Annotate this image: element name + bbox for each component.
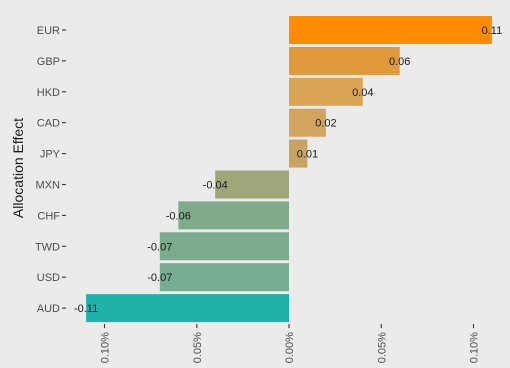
x-tick-label-4: 0.10% <box>469 332 481 363</box>
x-tick-label-3: 0.05% <box>376 332 388 363</box>
data-label-eur: 0.11 <box>482 25 503 37</box>
data-label-usd: -0.07 <box>147 272 172 284</box>
bar-cad <box>289 108 326 137</box>
x-tick-label-2: 0.00% <box>284 332 296 363</box>
data-label-cad: 0.02 <box>315 118 336 130</box>
y-tick-label-cad: CAD <box>37 118 60 130</box>
bar-aud <box>86 294 289 323</box>
y-tick-label-twd: TWD <box>35 241 60 253</box>
bar-eur <box>289 16 492 44</box>
y-axis-title: Allocation Effect <box>10 118 26 218</box>
bar-gbp <box>289 46 400 75</box>
data-label-aud: -0.11 <box>74 303 98 315</box>
bar-usd <box>159 263 289 292</box>
bar-mxn <box>215 170 289 199</box>
data-label-gbp: 0.06 <box>389 56 410 68</box>
bar-twd <box>159 232 289 261</box>
x-tick-label-1: 0.05% <box>192 332 204 363</box>
y-tick-label-jpy: JPY <box>40 149 61 161</box>
y-tick-label-gbp: GBP <box>37 56 60 68</box>
y-tick-label-chf: CHF <box>37 210 60 222</box>
bar-chf <box>178 201 289 230</box>
data-label-jpy: 0.01 <box>297 149 318 161</box>
bar-hkd <box>289 77 363 106</box>
data-label-twd: -0.07 <box>147 241 172 253</box>
y-tick-label-aud: AUD <box>37 303 60 315</box>
data-label-mxn: -0.04 <box>203 180 228 192</box>
data-label-chf: -0.06 <box>166 210 191 222</box>
y-tick-label-eur: EUR <box>37 25 60 37</box>
y-tick-label-hkd: HKD <box>37 87 60 99</box>
y-tick-labels-group: EUR GBP HKD CAD JPY MXN CHF TWD USD AUD <box>35 25 66 315</box>
y-tick-label-mxn: MXN <box>36 180 61 192</box>
bar-jpy <box>289 139 308 168</box>
x-tick-label-0: 0.10% <box>100 332 112 363</box>
y-tick-label-usd: USD <box>37 272 60 284</box>
bars-group: 0.11 0.06 0.04 0.02 0.01 -0.04 -0.06 -0.07 -0.07… <box>74 16 503 323</box>
x-axis-group: 0.10% 0.05% 0.00% 0.05% 0.10% <box>100 324 481 363</box>
data-label-hkd: 0.04 <box>352 87 373 99</box>
